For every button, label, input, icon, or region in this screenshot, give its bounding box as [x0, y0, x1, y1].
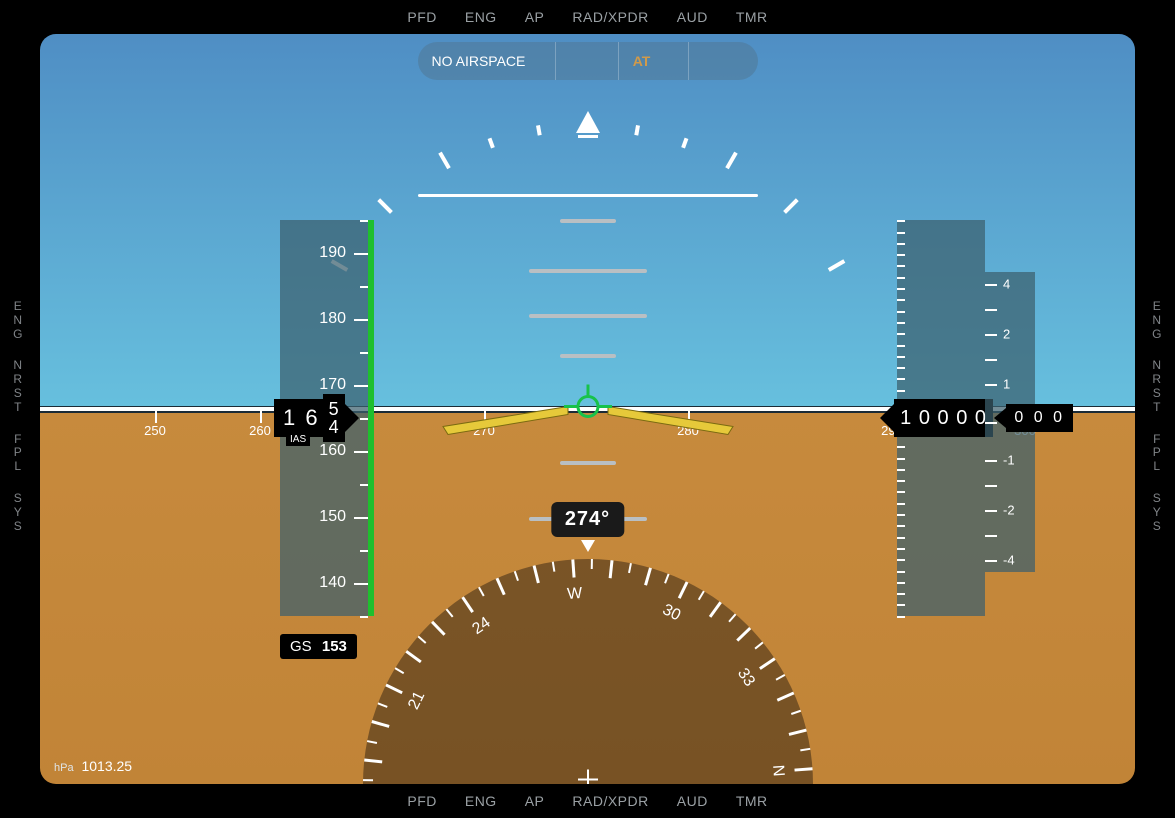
ias-tape-label: 160	[319, 442, 346, 460]
pfd-root: PFD ENG AP RAD/XPDR AUD TMR PFD ENG AP R…	[0, 0, 1175, 818]
menu-top: PFD ENG AP RAD/XPDR AUD TMR	[0, 2, 1175, 32]
side-item-nrst[interactable]: NRST	[1152, 359, 1161, 414]
mode-pill[interactable]: NO AIRSPACE AT	[418, 42, 758, 80]
ias-label: IAS	[286, 433, 310, 446]
horizon-hdg-label: 280	[677, 423, 699, 438]
menu-top-aud[interactable]: AUD	[677, 9, 708, 25]
gs-label: GS	[290, 638, 312, 655]
side-item-fpl[interactable]: FPL	[14, 433, 23, 474]
horizon-hdg-label: 270	[473, 423, 495, 438]
menu-bot-pfd[interactable]: PFD	[407, 793, 437, 809]
horizon-hdg-label: 250	[144, 423, 166, 438]
vsi-label: -1	[1003, 453, 1015, 468]
hsi-rose-label: 21	[405, 689, 429, 713]
menu-bot-aud[interactable]: AUD	[677, 793, 708, 809]
hsi-compass: N36E1215S2124W3033	[363, 559, 813, 784]
baro-setting[interactable]: hPa 1013.25	[54, 758, 132, 774]
hsi-rose-label: 30	[659, 601, 683, 625]
ias-tape-label: 140	[319, 574, 346, 592]
side-item-sys[interactable]: SYS	[14, 492, 23, 533]
menu-bot-tmr[interactable]: TMR	[736, 793, 768, 809]
heading-readout: 274°	[551, 502, 624, 537]
hsi-rose-label: N	[768, 764, 787, 777]
hsi-rose-label: 33	[733, 665, 758, 690]
vsi-readout: 0 0 0	[994, 402, 1073, 434]
vsi-digits: 0 0 0	[1014, 409, 1065, 427]
side-item-sys[interactable]: SYS	[1153, 492, 1162, 533]
hsi-rose-label: 24	[469, 614, 494, 639]
side-item-eng[interactable]: ENG	[13, 300, 23, 341]
menu-bot-ap[interactable]: AP	[525, 793, 545, 809]
hsi-aircraft-icon	[573, 767, 603, 785]
baro-label: hPa	[54, 762, 74, 774]
side-item-fpl[interactable]: FPL	[1153, 433, 1162, 474]
menu-top-pfd[interactable]: PFD	[407, 9, 437, 25]
menu-bot-eng[interactable]: ENG	[465, 793, 497, 809]
vsi-label: -4	[1003, 553, 1015, 568]
airspeed-readout: 1 6 5 4 IAS	[274, 394, 359, 442]
airspace-text: NO AIRSPACE	[432, 53, 526, 69]
gs-value: 153	[322, 638, 347, 655]
vsi-label: 1	[1003, 377, 1010, 392]
vsi-label: 4	[1003, 277, 1010, 292]
alt-digits: 1 0 0 0 0	[900, 407, 987, 430]
side-item-eng[interactable]: ENG	[1152, 300, 1162, 341]
heading-pointer-icon	[581, 540, 595, 552]
menu-top-rad[interactable]: RAD/XPDR	[572, 9, 648, 25]
vsi-label: 2	[1003, 327, 1010, 342]
side-left: ENG NRST FPL SYS	[6, 300, 30, 533]
groundspeed-readout: GS 153	[280, 634, 357, 659]
menu-top-tmr[interactable]: TMR	[736, 9, 768, 25]
ias-tape-label: 170	[319, 376, 346, 394]
ias-tape-label: 190	[319, 244, 346, 262]
menu-bot-rad[interactable]: RAD/XPDR	[572, 793, 648, 809]
ias-major-digits: 1 6	[283, 405, 320, 431]
side-right: ENG NRST FPL SYS	[1145, 300, 1169, 533]
menu-bottom: PFD ENG AP RAD/XPDR AUD TMR	[0, 786, 1175, 816]
vsi-label: -2	[1003, 503, 1015, 518]
menu-top-eng[interactable]: ENG	[465, 9, 497, 25]
ias-drum-bot: 4	[329, 418, 339, 436]
altitude-readout: 1 0 0 0 0	[880, 396, 993, 440]
baro-value: 1013.25	[81, 758, 132, 774]
ias-drum-top: 5	[329, 400, 339, 418]
ias-tape-label: 150	[319, 508, 346, 526]
ias-tape-label: 180	[319, 310, 346, 328]
horizon-hdg-label: 260	[249, 423, 271, 438]
pfd-display: 250260270280290300 140150160170180190	[40, 34, 1135, 784]
menu-top-ap[interactable]: AP	[525, 9, 545, 25]
at-label: AT	[633, 53, 651, 69]
airspeed-green-band	[368, 220, 374, 616]
roll-pointer-icon	[574, 111, 602, 139]
side-item-nrst[interactable]: NRST	[13, 359, 22, 414]
hsi-rose-label: W	[566, 585, 582, 604]
